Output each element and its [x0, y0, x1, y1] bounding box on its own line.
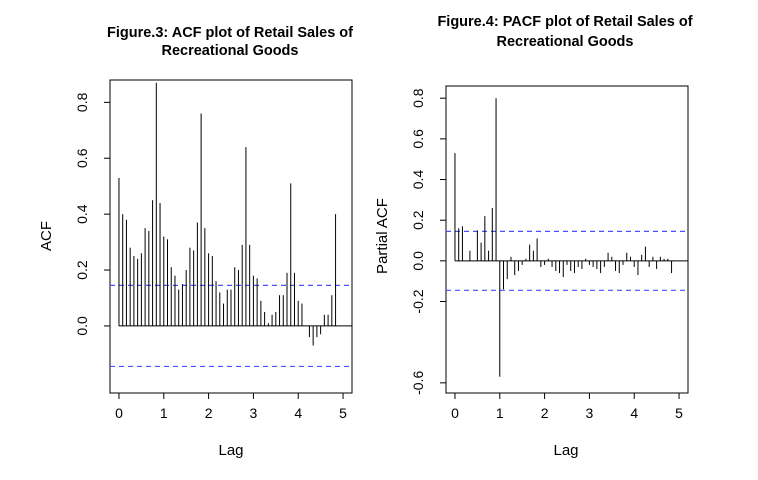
- pacf-plot-box: [445, 85, 689, 394]
- pacf-x-tick-label: 2: [541, 405, 549, 421]
- acf-x-tick-label: 3: [250, 405, 258, 421]
- acf-panel: Figure.3: ACF plot of Retail Sales of Re…: [38, 25, 353, 459]
- pacf-x-axis: 0 1 2 3 4 5: [451, 393, 683, 421]
- pacf-title-line-1: Figure.4: PACF plot of Retail Sales of: [437, 14, 692, 30]
- acf-x-tick-label: 2: [205, 405, 213, 421]
- acf-y-axis-label: ACF: [38, 221, 55, 251]
- pacf-y-tick-label: 0.0: [410, 251, 426, 271]
- acf-title-line-1: Figure.3: ACF plot of Retail Sales of: [107, 25, 353, 41]
- acf-y-axis: 0.0 0.2 0.4 0.6 0.8: [74, 92, 110, 336]
- pacf-y-tick-label: -0.2: [410, 289, 426, 313]
- pacf-y-tick-label: 0.6: [410, 129, 426, 149]
- pacf-bars: [446, 98, 688, 377]
- pacf-panel: Figure.4: PACF plot of Retail Sales of R…: [374, 14, 693, 459]
- pacf-x-tick-label: 1: [496, 405, 504, 421]
- pacf-x-tick-label: 3: [586, 405, 594, 421]
- pacf-x-axis-label: Lag: [553, 442, 578, 459]
- pacf-y-axis: -0.6 -0.2 0.0 0.2 0.4 0.6 0.8: [410, 88, 446, 395]
- acf-x-axis: 0 1 2 3 4 5: [115, 393, 347, 421]
- acf-x-tick-label: 0: [115, 405, 123, 421]
- acf-plot-box: [109, 79, 353, 394]
- pacf-y-tick-label: 0.8: [410, 88, 426, 108]
- acf-x-tick-label: 1: [160, 405, 168, 421]
- acf-x-axis-label: Lag: [218, 442, 243, 459]
- pacf-y-tick-label: 0.2: [410, 210, 426, 230]
- pacf-title-line-2: Recreational Goods: [497, 34, 634, 50]
- pacf-y-tick-label: -0.6: [410, 371, 426, 395]
- pacf-y-tick-label: 0.4: [410, 170, 426, 190]
- pacf-y-axis-label: Partial ACF: [374, 198, 391, 274]
- acf-bars: [110, 82, 352, 368]
- pacf-x-tick-label: 5: [675, 405, 683, 421]
- acf-y-tick-label: 0.0: [74, 316, 90, 336]
- acf-title-line-2: Recreational Goods: [162, 43, 299, 59]
- acf-y-tick-label: 0.6: [74, 148, 90, 168]
- acf-x-tick-label: 5: [339, 405, 347, 421]
- acf-y-tick-label: 0.8: [74, 92, 90, 112]
- acf-x-tick-label: 4: [294, 405, 302, 421]
- acf-y-tick-label: 0.4: [74, 204, 90, 224]
- pacf-x-tick-label: 0: [451, 405, 459, 421]
- acf-y-tick-label: 0.2: [74, 260, 90, 280]
- pacf-x-tick-label: 4: [630, 405, 638, 421]
